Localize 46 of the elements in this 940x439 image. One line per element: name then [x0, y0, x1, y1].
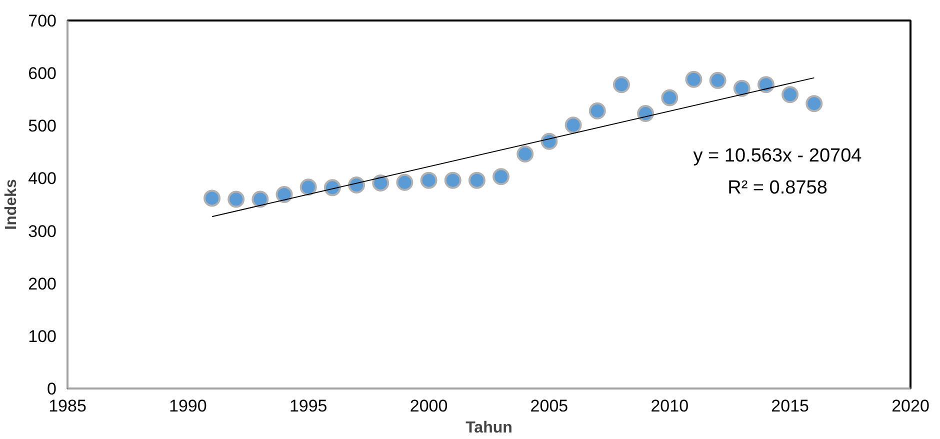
- point: [516, 146, 534, 163]
- point: [444, 172, 462, 189]
- point: [468, 172, 486, 189]
- point: [757, 76, 774, 94]
- x-tick-label: 1995: [289, 396, 328, 416]
- point: [348, 176, 366, 194]
- point: [685, 70, 702, 88]
- y-tick-label: 700: [28, 12, 57, 30]
- point: [396, 174, 414, 191]
- x-tick-label: 2000: [410, 396, 448, 416]
- point: [204, 190, 221, 207]
- y-tick-label: 400: [28, 169, 57, 188]
- y-tick-label: 600: [28, 64, 57, 84]
- x-axis-title: Tahun: [466, 420, 512, 436]
- point: [733, 80, 750, 97]
- y-tick-label: 0: [47, 380, 57, 398]
- point: [564, 116, 582, 134]
- y-axis-title: Indeks: [3, 179, 20, 230]
- point: [709, 72, 726, 89]
- point: [782, 86, 799, 104]
- y-tick-label: 500: [28, 116, 57, 136]
- point: [372, 174, 390, 192]
- point: [540, 132, 558, 150]
- point: [300, 178, 317, 196]
- point: [637, 105, 654, 122]
- x-tick-label: 2010: [650, 396, 689, 416]
- annotation: y = 10.563x - 20704: [693, 146, 862, 166]
- annotation: R² = 0.8758: [728, 178, 828, 198]
- y-tick-label: 100: [28, 326, 57, 346]
- y-tick-label: 200: [28, 274, 57, 294]
- y-tick-label: 300: [28, 222, 57, 241]
- x-tick-label: 2020: [892, 396, 930, 416]
- point: [420, 172, 438, 189]
- point: [324, 179, 341, 196]
- point: [228, 190, 245, 208]
- x-tick-label: 1985: [48, 396, 86, 416]
- point: [661, 89, 678, 106]
- x-tick-label: 2005: [530, 396, 568, 416]
- point: [588, 102, 606, 120]
- x-tick-label: 1990: [169, 396, 207, 416]
- point: [806, 95, 823, 112]
- point: [612, 76, 630, 94]
- point: [276, 186, 293, 203]
- x-tick-label: 2015: [771, 396, 809, 416]
- point: [492, 168, 510, 186]
- point: [252, 190, 269, 208]
